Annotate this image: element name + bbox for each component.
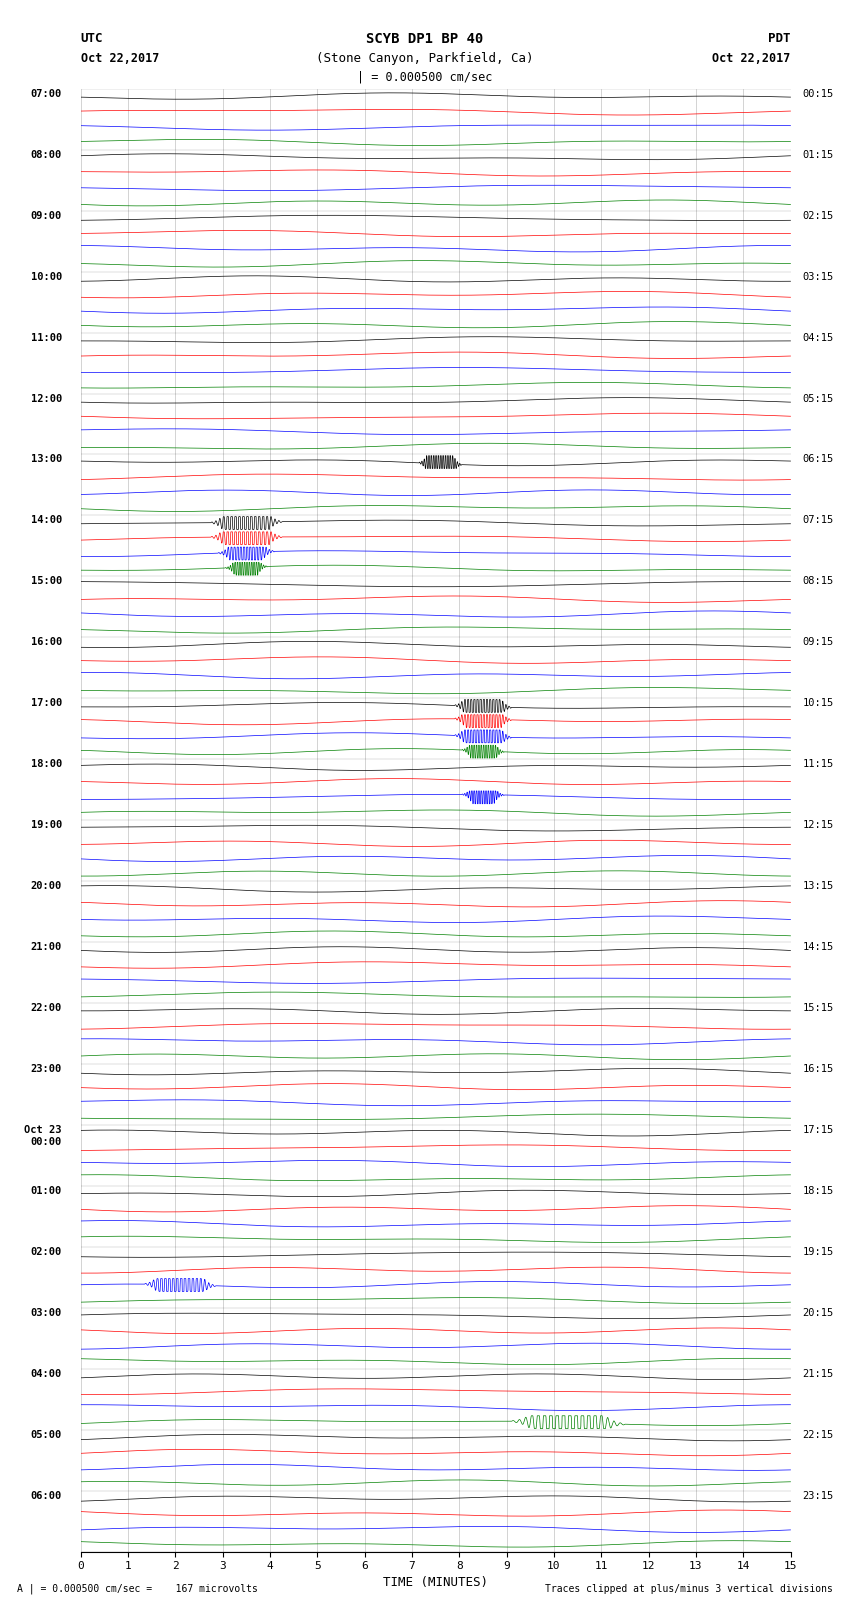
X-axis label: TIME (MINUTES): TIME (MINUTES) — [383, 1576, 488, 1589]
Text: 04:00: 04:00 — [31, 1369, 62, 1379]
Text: UTC: UTC — [81, 32, 103, 45]
Text: 02:00: 02:00 — [31, 1247, 62, 1257]
Text: 17:00: 17:00 — [31, 698, 62, 708]
Text: Oct 22,2017: Oct 22,2017 — [712, 52, 790, 65]
Text: 22:00: 22:00 — [31, 1003, 62, 1013]
Text: 04:15: 04:15 — [802, 332, 834, 342]
Text: Traces clipped at plus/minus 3 vertical divisions: Traces clipped at plus/minus 3 vertical … — [545, 1584, 833, 1594]
Text: 18:00: 18:00 — [31, 760, 62, 769]
Text: 05:15: 05:15 — [802, 394, 834, 403]
Text: 23:00: 23:00 — [31, 1065, 62, 1074]
Text: 13:00: 13:00 — [31, 455, 62, 465]
Text: Oct 23
00:00: Oct 23 00:00 — [25, 1124, 62, 1147]
Text: 10:00: 10:00 — [31, 271, 62, 282]
Text: 22:15: 22:15 — [802, 1429, 834, 1440]
Text: | = 0.000500 cm/sec: | = 0.000500 cm/sec — [357, 71, 493, 84]
Text: 21:15: 21:15 — [802, 1369, 834, 1379]
Text: 05:00: 05:00 — [31, 1429, 62, 1440]
Text: 12:00: 12:00 — [31, 394, 62, 403]
Text: 10:15: 10:15 — [802, 698, 834, 708]
Text: 15:15: 15:15 — [802, 1003, 834, 1013]
Text: 06:00: 06:00 — [31, 1490, 62, 1500]
Text: 16:00: 16:00 — [31, 637, 62, 647]
Text: A | = 0.000500 cm/sec =    167 microvolts: A | = 0.000500 cm/sec = 167 microvolts — [17, 1582, 258, 1594]
Text: 17:15: 17:15 — [802, 1124, 834, 1136]
Text: 00:15: 00:15 — [802, 89, 834, 98]
Text: PDT: PDT — [768, 32, 790, 45]
Text: 23:15: 23:15 — [802, 1490, 834, 1500]
Text: SCYB DP1 BP 40: SCYB DP1 BP 40 — [366, 32, 484, 47]
Text: 09:00: 09:00 — [31, 211, 62, 221]
Text: (Stone Canyon, Parkfield, Ca): (Stone Canyon, Parkfield, Ca) — [316, 52, 534, 65]
Text: 20:15: 20:15 — [802, 1308, 834, 1318]
Text: 11:00: 11:00 — [31, 332, 62, 342]
Text: 02:15: 02:15 — [802, 211, 834, 221]
Text: 01:15: 01:15 — [802, 150, 834, 160]
Text: 14:00: 14:00 — [31, 516, 62, 526]
Text: 15:00: 15:00 — [31, 576, 62, 587]
Text: 08:00: 08:00 — [31, 150, 62, 160]
Text: 21:00: 21:00 — [31, 942, 62, 952]
Text: 11:15: 11:15 — [802, 760, 834, 769]
Text: 06:15: 06:15 — [802, 455, 834, 465]
Text: 03:15: 03:15 — [802, 271, 834, 282]
Text: 19:15: 19:15 — [802, 1247, 834, 1257]
Text: 07:00: 07:00 — [31, 89, 62, 98]
Text: 20:00: 20:00 — [31, 881, 62, 890]
Text: 12:15: 12:15 — [802, 821, 834, 831]
Text: 03:00: 03:00 — [31, 1308, 62, 1318]
Text: 07:15: 07:15 — [802, 516, 834, 526]
Text: 08:15: 08:15 — [802, 576, 834, 587]
Text: 18:15: 18:15 — [802, 1186, 834, 1195]
Text: 16:15: 16:15 — [802, 1065, 834, 1074]
Text: 01:00: 01:00 — [31, 1186, 62, 1195]
Text: 09:15: 09:15 — [802, 637, 834, 647]
Text: Oct 22,2017: Oct 22,2017 — [81, 52, 159, 65]
Text: 13:15: 13:15 — [802, 881, 834, 890]
Text: 19:00: 19:00 — [31, 821, 62, 831]
Text: 14:15: 14:15 — [802, 942, 834, 952]
